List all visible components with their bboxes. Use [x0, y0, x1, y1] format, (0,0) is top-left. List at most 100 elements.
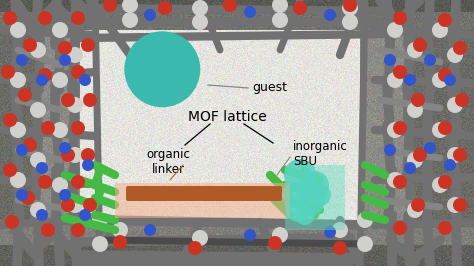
FancyBboxPatch shape: [214, 186, 240, 201]
Text: guest: guest: [252, 81, 287, 94]
Circle shape: [244, 229, 256, 241]
Circle shape: [10, 22, 26, 38]
Circle shape: [393, 175, 407, 189]
Circle shape: [71, 175, 85, 189]
Circle shape: [61, 148, 75, 162]
Circle shape: [393, 65, 407, 79]
Circle shape: [92, 212, 108, 228]
Circle shape: [3, 113, 17, 127]
Circle shape: [79, 209, 91, 221]
Circle shape: [268, 236, 282, 250]
Circle shape: [407, 152, 423, 168]
Circle shape: [438, 13, 452, 27]
Circle shape: [144, 224, 156, 236]
Circle shape: [295, 205, 315, 225]
Circle shape: [272, 227, 288, 243]
Circle shape: [103, 0, 117, 12]
Circle shape: [455, 93, 469, 107]
Circle shape: [192, 230, 208, 246]
Circle shape: [438, 221, 452, 235]
Circle shape: [393, 221, 407, 235]
Circle shape: [192, 0, 208, 16]
Circle shape: [332, 222, 348, 238]
Circle shape: [36, 74, 48, 86]
Circle shape: [404, 162, 416, 174]
Circle shape: [387, 22, 403, 38]
Circle shape: [61, 198, 75, 212]
Circle shape: [453, 198, 467, 212]
Circle shape: [71, 223, 85, 237]
Circle shape: [71, 11, 85, 25]
Text: Xe: Xe: [155, 66, 189, 90]
Circle shape: [59, 54, 71, 66]
Circle shape: [67, 97, 83, 113]
Circle shape: [407, 102, 423, 118]
Circle shape: [413, 38, 427, 52]
Circle shape: [295, 185, 325, 215]
Circle shape: [157, 64, 176, 83]
Text: MOF lattice: MOF lattice: [188, 110, 266, 124]
Circle shape: [23, 38, 37, 52]
Circle shape: [272, 12, 288, 28]
Circle shape: [52, 122, 68, 138]
Circle shape: [81, 148, 95, 162]
Circle shape: [112, 222, 128, 238]
Circle shape: [432, 177, 448, 193]
Circle shape: [343, 0, 357, 12]
Circle shape: [284, 159, 316, 191]
Circle shape: [444, 74, 456, 86]
FancyBboxPatch shape: [170, 186, 196, 201]
Circle shape: [30, 152, 46, 168]
Circle shape: [59, 189, 71, 201]
Circle shape: [447, 47, 463, 63]
FancyBboxPatch shape: [148, 186, 174, 201]
Circle shape: [10, 122, 26, 138]
Circle shape: [192, 14, 208, 30]
Circle shape: [387, 72, 403, 88]
Circle shape: [411, 198, 425, 212]
Circle shape: [10, 172, 26, 188]
Circle shape: [36, 209, 48, 221]
Circle shape: [82, 159, 94, 171]
Circle shape: [244, 6, 256, 18]
Circle shape: [309, 184, 331, 206]
Text: organic
linker: organic linker: [146, 148, 190, 176]
Circle shape: [30, 42, 46, 58]
Circle shape: [393, 121, 407, 135]
Circle shape: [424, 142, 436, 154]
Circle shape: [438, 121, 452, 135]
Circle shape: [113, 235, 127, 249]
FancyBboxPatch shape: [256, 186, 282, 201]
Circle shape: [324, 226, 336, 238]
Circle shape: [272, 0, 288, 13]
Circle shape: [38, 175, 52, 189]
Circle shape: [357, 212, 373, 228]
Circle shape: [52, 177, 68, 193]
Circle shape: [293, 1, 307, 15]
Circle shape: [3, 11, 17, 25]
Circle shape: [424, 54, 436, 66]
Circle shape: [16, 54, 28, 66]
Circle shape: [122, 12, 138, 28]
Circle shape: [357, 236, 373, 252]
Circle shape: [387, 122, 403, 138]
Circle shape: [58, 41, 72, 55]
Circle shape: [124, 31, 201, 107]
Circle shape: [16, 144, 28, 156]
Circle shape: [432, 122, 448, 138]
Circle shape: [223, 0, 237, 12]
Circle shape: [444, 159, 456, 171]
Circle shape: [67, 47, 83, 63]
Circle shape: [36, 162, 48, 174]
Circle shape: [163, 69, 172, 79]
FancyBboxPatch shape: [192, 186, 218, 201]
Circle shape: [158, 1, 172, 15]
Circle shape: [324, 9, 336, 21]
Circle shape: [16, 189, 28, 201]
Circle shape: [407, 202, 423, 218]
Circle shape: [83, 93, 97, 107]
Circle shape: [52, 22, 68, 38]
Circle shape: [404, 74, 416, 86]
Circle shape: [188, 241, 202, 255]
Circle shape: [41, 121, 55, 135]
